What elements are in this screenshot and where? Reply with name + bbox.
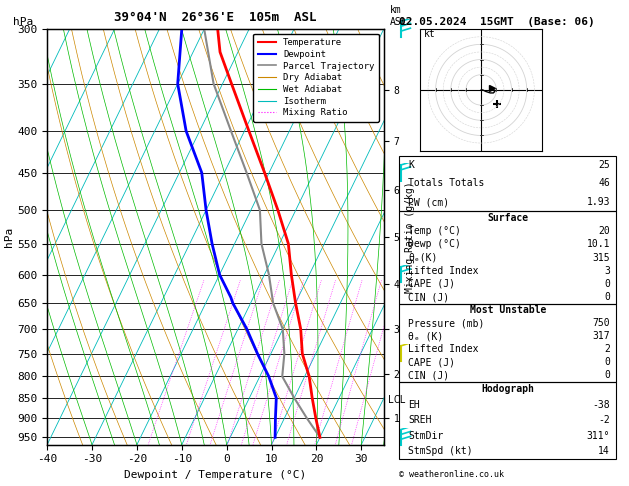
Text: kt: kt: [423, 29, 435, 39]
Text: CAPE (J): CAPE (J): [408, 279, 455, 289]
Text: Surface: Surface: [487, 213, 528, 223]
Text: 46: 46: [598, 178, 610, 189]
Text: SREH: SREH: [408, 416, 431, 425]
Text: Most Unstable: Most Unstable: [470, 305, 546, 315]
Text: 0: 0: [604, 279, 610, 289]
Text: Lifted Index: Lifted Index: [408, 344, 479, 354]
Text: hPa: hPa: [13, 17, 33, 27]
Text: 311°: 311°: [586, 431, 610, 441]
Text: EH: EH: [408, 400, 420, 410]
Text: 1.93: 1.93: [586, 197, 610, 207]
Text: 2: 2: [604, 344, 610, 354]
Y-axis label: Mixing Ratio (g/kg): Mixing Ratio (g/kg): [405, 181, 415, 293]
Text: StmDir: StmDir: [408, 431, 443, 441]
Text: θₑ (K): θₑ (K): [408, 331, 443, 341]
Text: Lifted Index: Lifted Index: [408, 266, 479, 276]
Text: StmSpd (kt): StmSpd (kt): [408, 447, 473, 456]
Text: km
ASL: km ASL: [390, 5, 408, 27]
Text: 317: 317: [593, 331, 610, 341]
Text: © weatheronline.co.uk: © weatheronline.co.uk: [399, 469, 504, 479]
Text: Dewp (°C): Dewp (°C): [408, 240, 461, 249]
Legend: Temperature, Dewpoint, Parcel Trajectory, Dry Adiabat, Wet Adiabat, Isotherm, Mi: Temperature, Dewpoint, Parcel Trajectory…: [253, 34, 379, 122]
Text: -2: -2: [598, 416, 610, 425]
Text: Temp (°C): Temp (°C): [408, 226, 461, 236]
Text: 0: 0: [604, 292, 610, 302]
Text: 39°04'N  26°36'E  105m  ASL: 39°04'N 26°36'E 105m ASL: [114, 11, 316, 24]
Text: 750: 750: [593, 318, 610, 328]
Text: 02.05.2024  15GMT  (Base: 06): 02.05.2024 15GMT (Base: 06): [399, 17, 595, 27]
Text: 25: 25: [598, 160, 610, 170]
Text: -38: -38: [593, 400, 610, 410]
Text: K: K: [408, 160, 414, 170]
X-axis label: Dewpoint / Temperature (°C): Dewpoint / Temperature (°C): [125, 470, 306, 480]
Text: θₑ(K): θₑ(K): [408, 253, 438, 262]
Text: CIN (J): CIN (J): [408, 370, 449, 380]
Text: PW (cm): PW (cm): [408, 197, 449, 207]
Text: 20: 20: [598, 226, 610, 236]
Text: 10.1: 10.1: [586, 240, 610, 249]
Text: LCL: LCL: [388, 395, 406, 405]
Text: 0: 0: [604, 357, 610, 367]
Text: 3: 3: [604, 266, 610, 276]
Text: Pressure (mb): Pressure (mb): [408, 318, 484, 328]
Text: 14: 14: [598, 447, 610, 456]
Text: CIN (J): CIN (J): [408, 292, 449, 302]
Text: CAPE (J): CAPE (J): [408, 357, 455, 367]
Text: Totals Totals: Totals Totals: [408, 178, 484, 189]
Text: Hodograph: Hodograph: [481, 384, 535, 394]
Text: 0: 0: [604, 370, 610, 380]
Y-axis label: hPa: hPa: [4, 227, 14, 247]
Text: 315: 315: [593, 253, 610, 262]
